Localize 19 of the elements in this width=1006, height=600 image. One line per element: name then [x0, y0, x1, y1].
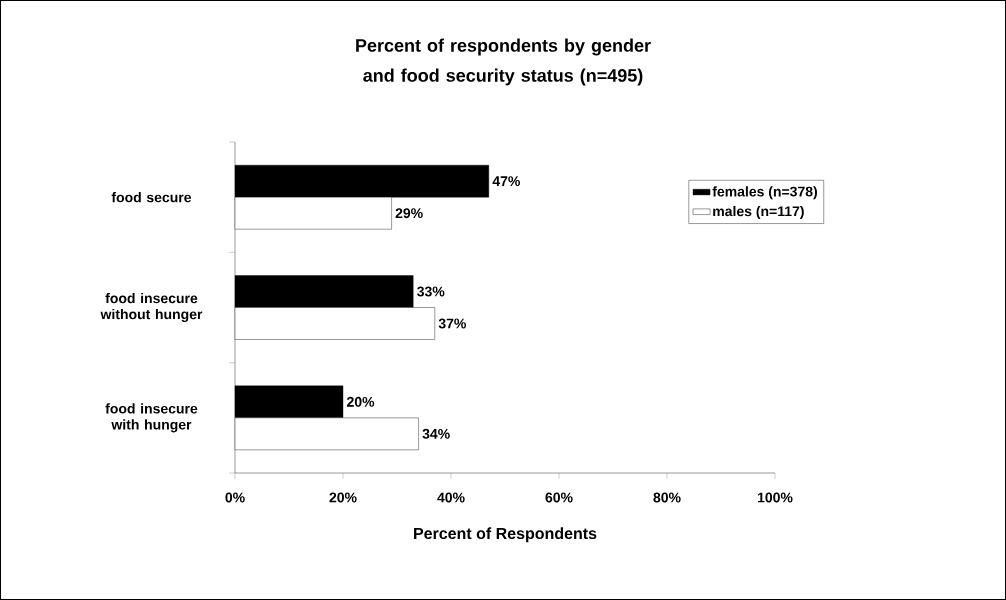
legend-label: females (n=378) [712, 186, 817, 200]
x-tick-label: 80% [653, 492, 681, 503]
data-label: 33% [417, 286, 445, 297]
x-tick-label: 0% [225, 492, 245, 503]
data-label: 47% [492, 176, 520, 187]
y-tick-label: food insecure without hunger [100, 292, 203, 323]
chart-title: Percent of respondents by gender and food security status (n=495) [356, 38, 651, 86]
legend-label: males (n=117) [713, 205, 804, 219]
y-tick-label: food insecure with hunger [105, 403, 198, 433]
x-axis-title: Percent of Respondents [414, 527, 597, 543]
x-tick-label: 20% [329, 492, 357, 503]
x-tick-label: 40% [437, 492, 465, 503]
x-tick-label: 60% [545, 492, 573, 503]
data-label: 37% [438, 318, 466, 329]
data-label: 34% [422, 428, 450, 439]
data-label: 20% [347, 396, 375, 407]
y-tick-label: food secure [111, 192, 192, 203]
x-tick-label: 100% [757, 492, 793, 503]
data-label: 29% [395, 208, 423, 219]
